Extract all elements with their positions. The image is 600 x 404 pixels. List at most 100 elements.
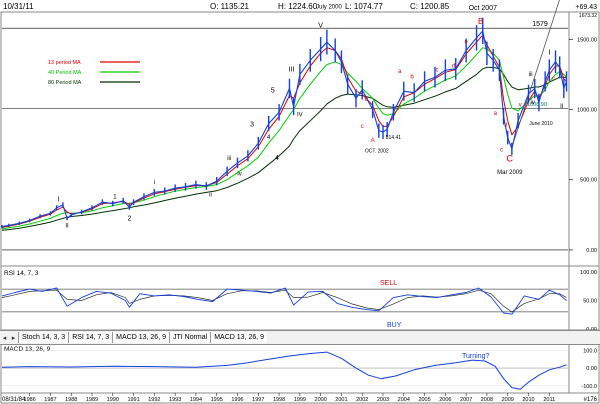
rsi-buy-label: BUY (387, 322, 402, 329)
x-tick-label-15: 2001 (335, 397, 347, 403)
x-tick-label-18: 2004 (398, 397, 410, 403)
legend: 13 period MA 40 Period MA 80 Period MA (48, 60, 140, 86)
tab-macd-2[interactable]: MACD 13, 26, 9 (210, 332, 268, 343)
macd-title: MACD 13, 26, 9 (4, 346, 51, 353)
x-tick-label-0: 1986 (24, 397, 36, 403)
x-tick-label-16: 2002 (356, 397, 368, 403)
header-close: C: 1200.85 (410, 2, 450, 11)
rsi-y-tick-label-0: 100.00 (580, 270, 597, 276)
legend-label-ma13: 13 period MA (48, 60, 81, 66)
wave-label-32: e (464, 39, 468, 45)
wave-label-31: d (452, 63, 455, 69)
wave-label-11: iv (237, 172, 241, 178)
x-tick-label-25: 2011 (543, 397, 555, 403)
wave-label-19: OCT. 2002 (365, 148, 389, 154)
wave-label-5: IV (297, 113, 303, 119)
x-tick-label-4: 1990 (107, 397, 119, 403)
rsi-axis-panel (568, 265, 600, 331)
rsi-line (1, 287, 567, 315)
header-date: 10/31/11 (3, 2, 34, 11)
wave-label-0: July 2000 (316, 4, 342, 10)
wave-label-3: V (318, 22, 323, 29)
price-y-tick-label-2: 1000.00 (577, 108, 597, 114)
macd-y-tick-label-2: -100.0 (581, 384, 597, 390)
x-tick-label-1: 1987 (44, 397, 56, 403)
tab-macd-1[interactable]: MACD 13, 26, 9 (112, 332, 169, 343)
ma40-line (1, 47, 567, 230)
wave-label-33: b (365, 97, 369, 103)
legend-label-ma40: 40 Period MA (48, 70, 82, 76)
wave-label-14: I (58, 197, 60, 204)
macd-y-tick-label-1: 0.00 (586, 366, 597, 372)
x-tick-label-12: 1998 (273, 397, 285, 403)
wave-label-39: c (552, 76, 555, 82)
macd-axis-panel (568, 342, 600, 394)
x-tick-label-5: 1991 (127, 397, 139, 403)
header-high: H: 1224.60 (278, 2, 318, 11)
x-axis-start-label: 08/31/84 (2, 397, 26, 403)
wave-label-10: iii (227, 156, 231, 162)
wave-label-38: v (519, 103, 522, 109)
wave-label-13: i (154, 180, 155, 186)
x-tick-label-3: 1989 (86, 397, 98, 403)
wave-label-16: 1 (113, 195, 117, 201)
rsi-panel (0, 265, 570, 331)
x-tick-label-2: 1988 (65, 397, 77, 403)
wave-label-17: 2 (127, 215, 131, 222)
wave-label-21: C (507, 153, 514, 163)
wave-label-36: c (500, 148, 503, 154)
indicator-tab-strip: ◂ ▸ Stoch 14, 3, 3 RSI 14, 7, 3 MACD 13,… (0, 330, 600, 345)
tab-jti-normal[interactable]: JTI Normal (168, 332, 211, 343)
tab-scroll-right-icon[interactable]: ▸ (11, 334, 16, 342)
x-tick-label-14: 2000 (315, 397, 327, 403)
wave-label-27: iii (529, 72, 533, 78)
wave-label-6: 3 (250, 121, 254, 128)
wave-label-29: b (410, 75, 414, 81)
wave-label-12: ii (209, 193, 212, 199)
macd-turning-annotation: Turning? (462, 353, 489, 360)
tab-stoch[interactable]: Stoch 14, 3, 3 (18, 332, 69, 343)
wave-label-34: c (361, 124, 364, 130)
x-tick-label-17: 2003 (377, 397, 389, 403)
wave-label-30: c (436, 68, 439, 74)
x-tick-label-7: 1993 (169, 397, 181, 403)
wave-label-24: iv (530, 100, 534, 106)
x-tick-label-11: 1997 (252, 397, 264, 403)
wave-label-8: 4 (267, 135, 271, 141)
price-line (1, 30, 568, 228)
wave-label-1: Oct 2007 (469, 5, 498, 12)
wave-label-18: 814.41 (386, 135, 402, 141)
ma80-line (1, 66, 567, 231)
price-panel (0, 11, 570, 267)
bar-count-label: #176 (584, 397, 598, 403)
price-top-label: 1673.32 (579, 13, 597, 19)
wave-label-35: a (494, 111, 498, 117)
tab-rsi[interactable]: RSI 14, 7, 3 (68, 332, 113, 343)
hline-label-1: 1008.90 (527, 102, 547, 108)
wave-label-2: B (478, 17, 483, 26)
wave-label-37: ii (504, 122, 507, 128)
rsi-y-tick-label-1: 50.00 (583, 299, 597, 305)
wave-label-9: 4 (275, 155, 279, 162)
x-tick-label-21: 2007 (460, 397, 472, 403)
x-tick-label-9: 1995 (211, 397, 223, 403)
wave-label-23: June 2010 (529, 121, 553, 127)
x-tick-label-6: 1992 (148, 397, 160, 403)
wave-label-26: I (548, 50, 550, 57)
trendline (511, 0, 560, 148)
wave-label-7: 5 (271, 88, 275, 95)
wave-label-28: a (398, 69, 402, 75)
wave-label-25: II (560, 104, 564, 110)
price-y-tick-label-4: 0.00 (586, 248, 597, 254)
rsi-signal-line (1, 289, 567, 313)
x-tick-label-10: 1996 (231, 397, 243, 403)
hline-label-0: 1579 (532, 21, 548, 28)
tab-scroll-left-icon[interactable]: ◂ (2, 334, 7, 342)
price-axis-panel (568, 11, 600, 267)
wave-label-4: III (289, 67, 295, 74)
x-tick-label-8: 1994 (190, 397, 202, 403)
x-tick-label-20: 2006 (439, 397, 451, 403)
x-tick-label-24: 2010 (522, 397, 534, 403)
ma13-line (1, 34, 567, 228)
